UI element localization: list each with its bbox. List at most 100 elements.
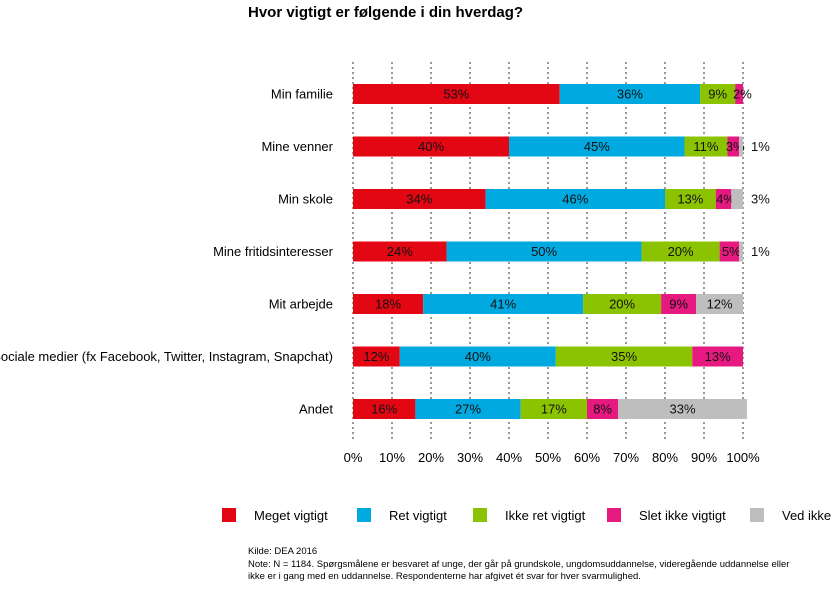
bar-segment <box>559 84 701 104</box>
x-tick-label: 40% <box>496 450 522 465</box>
bar-segment <box>715 189 732 209</box>
data-label: 3% <box>751 192 770 207</box>
data-label: 46% <box>562 192 588 207</box>
x-tick-label: 10% <box>379 450 405 465</box>
legend-label: Ret vigtigt <box>389 507 447 523</box>
x-tick-label: 70% <box>613 450 639 465</box>
data-label: 11% <box>693 139 718 154</box>
data-label: 1% <box>751 244 770 259</box>
legend-swatch <box>222 508 236 522</box>
bar-segment <box>485 189 665 209</box>
data-label: 33% <box>670 402 696 417</box>
category-label: Mine fritidsinteresser <box>213 244 334 259</box>
bar-segment <box>684 136 728 157</box>
legend-label: Meget vigtigt <box>254 507 328 523</box>
note-text-line-1: Note: N = 1184. Spørgsmålene er besvaret… <box>248 558 790 570</box>
legend-label: Ved ikke <box>782 507 832 523</box>
data-label: 36% <box>617 87 643 102</box>
data-label: 12% <box>363 349 389 364</box>
data-label: 41% <box>490 297 516 312</box>
category-label: Sociale medier (fx Facebook, Twitter, In… <box>0 349 333 364</box>
x-tick-label: 100% <box>726 450 760 465</box>
legend-item-ved-ikke: Ved ikke <box>750 504 831 526</box>
bar-segment <box>739 241 743 262</box>
source-notes: Kilde: DEA 2016 Note: N = 1184. Spørgsmå… <box>248 546 828 584</box>
bar-segment <box>353 241 447 262</box>
legend-swatch <box>473 508 487 522</box>
legend-swatch <box>357 508 371 522</box>
x-tick-label: 30% <box>457 450 483 465</box>
data-label: 53% <box>443 87 469 102</box>
data-label: 1% <box>751 139 770 154</box>
legend-item-slet-ikke-vigtigt: Slet ikke vigtigt <box>607 504 726 526</box>
data-label: 12% <box>707 297 733 312</box>
category-label: Mit arbejde <box>269 297 333 312</box>
bar-segment <box>739 136 743 157</box>
data-label: 27% <box>455 402 481 417</box>
data-label: 34% <box>406 192 432 207</box>
legend-item-ret-vigtigt: Ret vigtigt <box>357 504 447 526</box>
data-label: 9% <box>708 87 727 102</box>
bar-segment <box>641 241 720 262</box>
bar-segment <box>618 399 747 419</box>
bar-segment <box>661 294 697 314</box>
category-label: Mine venner <box>261 139 333 154</box>
bar-segment <box>692 346 743 367</box>
data-label: 20% <box>609 297 635 312</box>
bar-segment <box>353 136 509 157</box>
bar-segment <box>446 241 642 262</box>
bar-segment <box>587 399 619 419</box>
bar-segment <box>735 84 743 104</box>
bar-segment <box>555 346 693 367</box>
data-label: 8% <box>593 402 612 417</box>
bar-segment <box>719 241 740 262</box>
data-label: 40% <box>465 349 491 364</box>
category-label: Andet <box>299 402 333 417</box>
source-text: Kilde: DEA 2016 <box>248 546 318 557</box>
bar-segment <box>353 346 400 367</box>
x-tick-label: 90% <box>691 450 717 465</box>
bar-segment <box>583 294 662 314</box>
bar-segment <box>415 399 521 419</box>
note-text-line-2: ikke er i gang med en uddannelse. Respon… <box>248 571 641 582</box>
legend-swatch <box>750 508 764 522</box>
legend-label: Ikke ret vigtigt <box>505 507 586 523</box>
data-label: 4% <box>716 192 735 207</box>
category-label: Min skole <box>278 192 333 207</box>
category-label: Min familie <box>271 87 333 102</box>
bar-segment <box>665 189 716 209</box>
bar-segment <box>353 189 486 209</box>
data-label: 2% <box>733 87 752 102</box>
bar-segment <box>423 294 584 314</box>
bar-segment <box>353 84 560 104</box>
legend-label: Slet ikke vigtigt <box>639 507 726 523</box>
legend-swatch <box>607 508 621 522</box>
data-label: 18% <box>375 297 401 312</box>
chart-title: Hvor vigtigt er følgende i din hverdag? <box>248 4 524 21</box>
data-label: 24% <box>387 244 413 259</box>
data-label: 16% <box>371 402 397 417</box>
bar-segment <box>700 84 736 104</box>
x-tick-label: 50% <box>535 450 561 465</box>
legend-item-meget-vigtigt: Meget vigtigt <box>222 504 328 526</box>
data-label: 35% <box>611 349 637 364</box>
data-label: 9% <box>669 297 688 312</box>
bar-segment <box>520 399 587 419</box>
data-label: 45% <box>584 139 610 154</box>
legend: Meget vigtigt Ret vigtigt Ikke ret vigti… <box>222 504 833 526</box>
x-tick-label: 20% <box>418 450 444 465</box>
x-tick-label: 0% <box>344 450 363 465</box>
x-tick-label: 80% <box>652 450 678 465</box>
data-label: 50% <box>531 244 557 259</box>
data-label: 40% <box>418 139 444 154</box>
data-label: 13% <box>677 192 703 207</box>
data-label: 5% <box>722 244 741 259</box>
stacked-bar-chart: 0% 10% 20% 30% 40% 50% 60% 70% 80% 90% 100% Min fam… <box>0 62 770 465</box>
bar-segment <box>399 346 556 367</box>
data-label: 17% <box>541 402 567 417</box>
legend-item-ikke-ret-vigtigt: Ikke ret vigtigt <box>473 504 585 526</box>
bar-segment <box>353 294 424 314</box>
bar-segment <box>731 189 743 209</box>
bar-segment <box>353 399 416 419</box>
x-tick-label: 60% <box>574 450 600 465</box>
